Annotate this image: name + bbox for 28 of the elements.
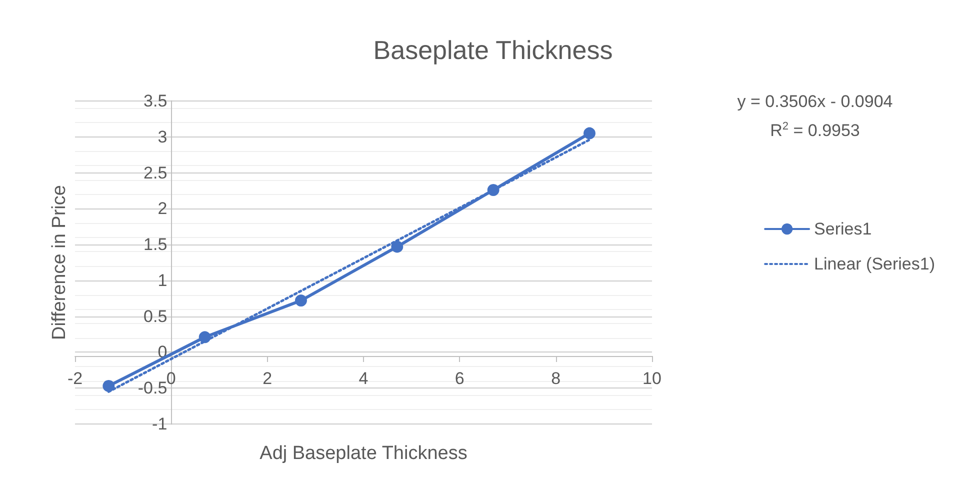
legend-label: Series1 [814,220,872,238]
point [198,331,211,344]
x-axis-title: Adj Baseplate Thickness [260,443,468,464]
y-tick-label: 1 [158,270,168,290]
x-tick-label: 4 [358,369,368,388]
chart-title: Baseplate Thickness [373,35,613,65]
x-tick-label: 8 [551,369,561,388]
y-tick-label: 3 [158,127,168,146]
y-tick-label: 2.5 [144,163,168,182]
legend-label: Linear (Series1) [814,254,936,274]
point [584,127,596,140]
y-axis-title: Difference in Price [49,185,70,340]
y-tick-label: -1 [152,414,168,434]
y-tick-label: -0.5 [138,378,168,398]
y-tick-label: 3.5 [144,92,168,110]
x-tick-label: -2 [67,369,83,388]
x-tick-label: 6 [454,369,464,388]
text: y = 0.3506x - 0.0904 [737,92,893,111]
y-tick-label: 0.5 [144,306,168,326]
point [487,184,500,196]
point [102,380,115,392]
y-tick-label: 0 [158,342,168,362]
x-tick-label: 10 [642,369,662,388]
x-tick-label: 2 [262,369,272,388]
point [391,240,404,253]
y-tick-label: 2 [158,199,168,218]
point [295,294,307,307]
y-tick-label: 1.5 [144,235,168,254]
